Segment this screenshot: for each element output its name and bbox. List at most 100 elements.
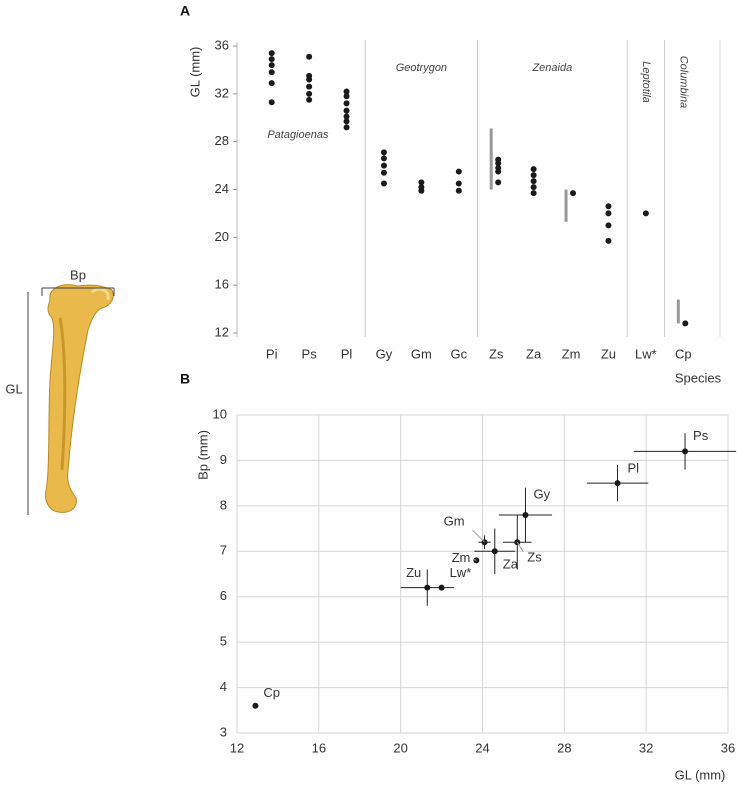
panel-label: B (180, 371, 190, 387)
data-point (268, 56, 275, 63)
bone-highlight (91, 287, 110, 301)
data-point (418, 187, 425, 194)
x-tick-label: 20 (393, 740, 407, 755)
point-label: Zs (527, 550, 542, 565)
label-leader (472, 558, 477, 561)
data-point (380, 162, 387, 169)
data-point (438, 584, 445, 591)
data-point (306, 53, 313, 60)
point-label: Cp (263, 685, 280, 700)
x-tick-label: Gc (450, 346, 467, 361)
data-point (495, 179, 502, 186)
data-point (380, 169, 387, 176)
data-point (343, 88, 350, 95)
data-point (380, 180, 387, 187)
data-point (380, 155, 387, 162)
y-tick-label: 6 (220, 588, 227, 603)
data-point (522, 511, 529, 518)
x-axis-title: GL (mm) (675, 767, 726, 782)
data-point (343, 124, 350, 131)
point-label: Gy (533, 486, 550, 501)
y-axis-title: GL (mm) (187, 47, 202, 98)
data-point (455, 187, 462, 194)
data-point (418, 179, 425, 186)
data-point (682, 320, 689, 327)
y-tick-label: 32 (215, 85, 229, 100)
x-tick-label: Ps (302, 346, 318, 361)
label-leader (516, 541, 524, 553)
x-tick-label: Za (526, 346, 542, 361)
data-point (268, 99, 275, 106)
data-point (306, 76, 313, 83)
bone-shade (58, 317, 67, 471)
data-point (605, 237, 612, 244)
data-point (605, 210, 612, 217)
data-point (268, 50, 275, 57)
x-tick-label: 28 (557, 740, 571, 755)
group-label: Columbina (677, 56, 689, 109)
data-point (343, 100, 350, 107)
x-tick-label: 12 (230, 740, 244, 755)
x-tick-label: 36 (721, 740, 735, 755)
y-tick-label: 28 (215, 133, 229, 148)
bone-illustration: Bp GL (5, 267, 115, 515)
x-tick-label: 32 (639, 740, 653, 755)
x-tick-label: Zm (562, 346, 581, 361)
group-label: Leptotila (640, 61, 652, 103)
x-tick-label: Pl (341, 346, 353, 361)
point-label: Pl (628, 461, 640, 476)
data-point (530, 166, 537, 173)
y-tick-label: 7 (220, 543, 227, 558)
y-tick-label: 16 (215, 277, 229, 292)
x-axis-title: Species (675, 370, 722, 385)
y-tick-label: 36 (215, 37, 229, 52)
data-point (682, 448, 689, 455)
point-label: Za (503, 557, 519, 572)
gl-label: GL (5, 381, 22, 396)
y-tick-label: 4 (220, 679, 227, 694)
data-point (495, 168, 502, 175)
x-tick-label: 16 (312, 740, 326, 755)
y-tick-label: 9 (220, 452, 227, 467)
data-point (495, 160, 502, 167)
data-point (491, 548, 498, 555)
data-point (455, 168, 462, 175)
group-label: Geotrygon (396, 62, 447, 74)
x-tick-label: 24 (475, 740, 489, 755)
data-point (570, 190, 577, 197)
y-tick-label: 20 (215, 229, 229, 244)
data-point (343, 107, 350, 114)
x-tick-label: Gy (376, 346, 393, 361)
x-tick-label: Zs (489, 346, 504, 361)
point-label: Lw* (450, 565, 472, 580)
group-label: Patagioenas (267, 129, 329, 141)
point-label: Ps (693, 428, 709, 443)
data-point (268, 62, 275, 69)
data-point (306, 96, 313, 103)
data-point (530, 190, 537, 197)
group-label: Zenaida (531, 62, 572, 74)
data-point (424, 584, 431, 591)
data-point (605, 222, 612, 229)
point-label: Zu (406, 565, 421, 580)
data-point (268, 80, 275, 87)
y-tick-label: 10 (213, 406, 227, 421)
data-point (605, 203, 612, 210)
data-point (642, 210, 649, 217)
x-tick-label: Gm (411, 346, 432, 361)
y-tick-label: 3 (220, 724, 227, 739)
x-tick-label: Lw* (635, 346, 657, 361)
data-point (380, 149, 387, 156)
data-point (530, 172, 537, 179)
data-point (252, 702, 259, 709)
data-point (530, 184, 537, 191)
data-point (614, 480, 621, 487)
y-tick-label: 12 (215, 324, 229, 339)
label-leader (472, 529, 485, 543)
point-label: Gm (444, 514, 465, 529)
data-point (306, 83, 313, 90)
y-tick-label: 5 (220, 634, 227, 649)
point-label: Zm (452, 550, 471, 565)
y-tick-label: 8 (220, 497, 227, 512)
